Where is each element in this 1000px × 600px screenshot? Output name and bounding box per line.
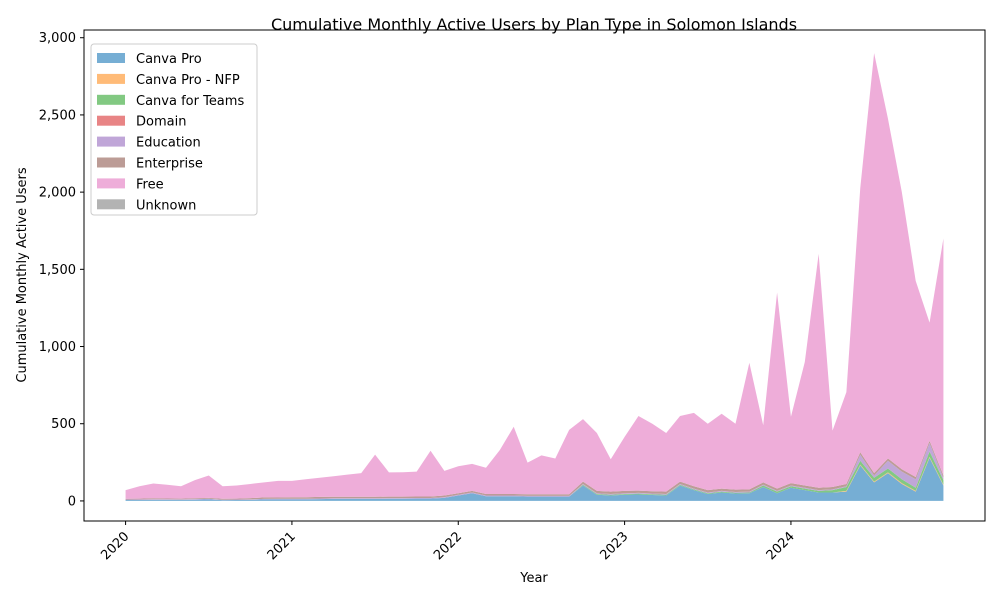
legend-item: Canva Pro	[97, 52, 202, 67]
y-tick-label: 2,000	[39, 186, 76, 201]
legend-label: Domain	[136, 115, 186, 130]
y-tick-label: 2,500	[39, 108, 76, 123]
area-series-free	[125, 53, 944, 499]
y-tick-label: 0	[68, 494, 76, 509]
legend-swatch	[97, 136, 125, 147]
legend-frame	[90, 43, 258, 216]
legend-item: Enterprise	[97, 157, 203, 172]
y-tick-label: 3,000	[39, 31, 76, 46]
legend-item: Education	[97, 136, 201, 151]
legend-swatch	[97, 73, 125, 84]
legend-swatch	[97, 115, 125, 126]
area-series-canva-pro	[125, 457, 944, 501]
legend: Canva Pro Canva Pro - NFP Canva for Teams D…	[90, 43, 258, 216]
x-tick-label: 2022	[431, 529, 465, 563]
chart-title-group: Cumulative Monthly Active Users by Plan …	[271, 15, 797, 34]
legend-label: Canva Pro - NFP	[136, 73, 240, 88]
legend-label: Free	[136, 177, 164, 192]
x-tick-label: 2024	[764, 529, 798, 563]
y-axis-title: Cumulative Monthly Active Users	[15, 167, 30, 382]
legend-item: Unknown	[97, 198, 196, 213]
y-axis-ticks: 0 500 1,000 1,500 2,000 2,500 3,000	[39, 31, 84, 509]
x-tick-label: 2021	[265, 529, 299, 563]
legend-swatch	[97, 157, 125, 168]
y-tick-label: 1,000	[39, 340, 76, 355]
area-series-group	[125, 53, 944, 501]
x-axis-ticks: 2020 2021 2022 2023 2024	[98, 521, 798, 563]
legend-item: Free	[97, 177, 164, 192]
legend-swatch	[97, 53, 125, 63]
x-tick-label: 2023	[597, 529, 631, 563]
legend-swatch	[97, 199, 125, 210]
plot-frame	[83, 29, 986, 522]
y-tick-label: 1,500	[39, 263, 76, 278]
legend-label: Unknown	[136, 198, 196, 213]
legend-swatch	[97, 178, 125, 189]
legend-item: Canva for Teams	[97, 94, 244, 109]
legend-label: Education	[136, 136, 201, 151]
x-axis-title: Year	[519, 571, 548, 586]
legend-swatch	[97, 94, 125, 105]
legend-label: Enterprise	[136, 157, 203, 172]
legend-label: Canva Pro	[136, 52, 202, 67]
chart-title: Cumulative Monthly Active Users by Plan …	[271, 15, 797, 34]
legend-item: Domain	[97, 115, 186, 130]
y-tick-label: 500	[51, 417, 76, 432]
x-tick-label: 2020	[98, 529, 132, 563]
legend-label: Canva for Teams	[136, 94, 244, 109]
legend-item: Canva Pro - NFP	[97, 73, 240, 88]
